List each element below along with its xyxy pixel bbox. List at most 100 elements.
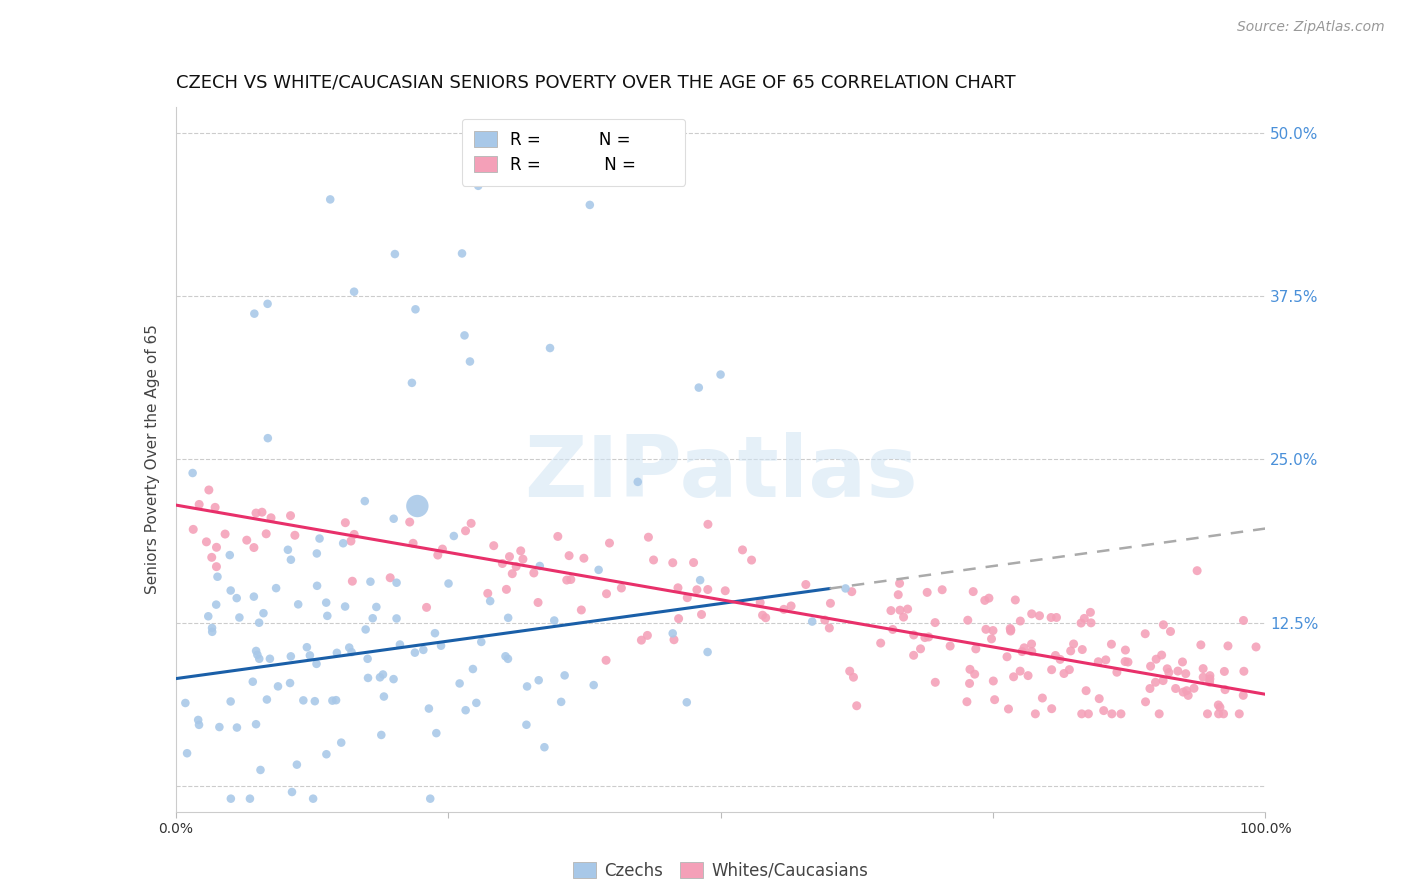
Point bbox=[1167, 664, 1189, 678]
Point bbox=[772, 602, 794, 616]
Point bbox=[204, 500, 226, 515]
Point bbox=[696, 582, 718, 597]
Point bbox=[305, 657, 328, 671]
Point bbox=[245, 644, 267, 658]
Point bbox=[962, 584, 984, 599]
Point bbox=[188, 498, 211, 512]
Point bbox=[242, 674, 264, 689]
Point bbox=[335, 516, 357, 530]
Text: 200: 200 bbox=[638, 160, 673, 178]
Point bbox=[326, 646, 349, 660]
Point bbox=[359, 574, 381, 589]
Point bbox=[304, 694, 326, 708]
Point bbox=[388, 638, 411, 652]
Point bbox=[924, 675, 946, 690]
Point bbox=[1232, 614, 1254, 628]
Point bbox=[458, 354, 481, 368]
Point bbox=[794, 577, 817, 591]
Point bbox=[981, 624, 1004, 638]
Point bbox=[1059, 663, 1081, 677]
Point bbox=[887, 588, 910, 602]
Point bbox=[997, 702, 1019, 716]
Point bbox=[749, 596, 772, 610]
Point bbox=[662, 632, 685, 647]
Point bbox=[595, 653, 617, 667]
Point bbox=[1105, 665, 1128, 680]
Point bbox=[814, 613, 837, 627]
Text: -0.883: -0.883 bbox=[529, 160, 582, 178]
Point bbox=[682, 556, 704, 570]
Point bbox=[181, 522, 204, 536]
Point bbox=[1147, 706, 1170, 721]
Point bbox=[246, 648, 269, 662]
Point bbox=[1031, 691, 1053, 706]
Point bbox=[527, 673, 550, 688]
Point bbox=[1011, 644, 1033, 658]
Point bbox=[869, 636, 891, 650]
Point bbox=[1150, 648, 1173, 662]
Point bbox=[983, 692, 1005, 706]
Point bbox=[1040, 702, 1063, 716]
Point bbox=[243, 590, 266, 604]
Point bbox=[201, 550, 224, 565]
Point bbox=[340, 645, 363, 659]
Point bbox=[1094, 653, 1116, 667]
Point bbox=[1144, 652, 1167, 666]
Point bbox=[501, 566, 523, 581]
Point bbox=[956, 695, 979, 709]
Point bbox=[467, 178, 489, 193]
Point bbox=[1000, 623, 1022, 637]
Point bbox=[610, 581, 633, 595]
Point bbox=[249, 763, 271, 777]
Point bbox=[1189, 638, 1212, 652]
Point bbox=[315, 596, 337, 610]
Point bbox=[690, 607, 713, 622]
Point bbox=[280, 552, 302, 566]
Point bbox=[357, 671, 380, 685]
Point bbox=[198, 483, 221, 497]
Point bbox=[1077, 706, 1099, 721]
Point bbox=[254, 526, 277, 541]
Text: 0.153: 0.153 bbox=[531, 128, 579, 146]
Point bbox=[1160, 624, 1182, 639]
Point bbox=[277, 542, 299, 557]
Point bbox=[1227, 706, 1250, 721]
Point bbox=[1060, 644, 1083, 658]
Point bbox=[1024, 706, 1046, 721]
Point bbox=[931, 582, 953, 597]
Point bbox=[1074, 683, 1097, 698]
Point bbox=[287, 598, 309, 612]
Point bbox=[402, 536, 425, 550]
Point bbox=[245, 506, 267, 520]
Point bbox=[385, 575, 408, 590]
Point bbox=[197, 609, 219, 624]
Point bbox=[1000, 622, 1022, 636]
Point bbox=[498, 549, 520, 564]
Point bbox=[1101, 706, 1123, 721]
Point bbox=[425, 726, 447, 740]
Point bbox=[256, 297, 278, 311]
Point bbox=[479, 594, 502, 608]
Point bbox=[818, 621, 841, 635]
Point bbox=[1164, 681, 1187, 696]
Point bbox=[529, 559, 551, 574]
Point bbox=[239, 791, 262, 805]
Point bbox=[924, 615, 946, 630]
Point bbox=[366, 599, 388, 614]
Point bbox=[247, 615, 270, 630]
Point bbox=[454, 524, 477, 538]
Point bbox=[1045, 610, 1067, 624]
Point bbox=[245, 717, 267, 731]
Point bbox=[195, 534, 218, 549]
Point bbox=[280, 508, 302, 523]
Point bbox=[470, 635, 492, 649]
Point bbox=[353, 494, 375, 508]
Point bbox=[482, 539, 505, 553]
Point bbox=[430, 639, 453, 653]
Point bbox=[1017, 668, 1039, 682]
Text: CZECH VS WHITE/CAUCASIAN SENIORS POVERTY OVER THE AGE OF 65 CORRELATION CHART: CZECH VS WHITE/CAUCASIAN SENIORS POVERTY… bbox=[176, 74, 1015, 92]
Point bbox=[219, 791, 242, 805]
Point bbox=[382, 512, 405, 526]
Point bbox=[981, 673, 1004, 688]
Point bbox=[382, 672, 405, 686]
